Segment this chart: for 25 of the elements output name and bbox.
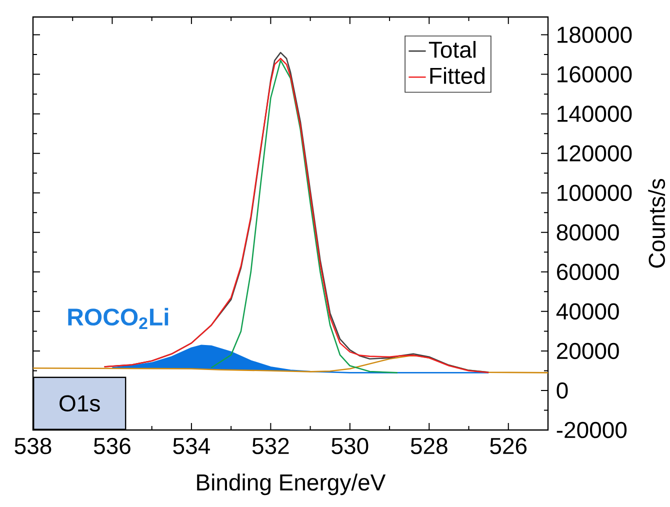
y-tick-label: 40000 — [556, 303, 619, 320]
legend-label: Fitted — [430, 67, 484, 84]
y-tick-label: 180000 — [558, 26, 632, 43]
legend-label: Total — [428, 40, 476, 58]
x-tick-label: 536 — [94, 438, 130, 454]
y-tick-label: 20000 — [557, 342, 619, 360]
x-tick-label: 534 — [173, 438, 210, 454]
x-tick-label: 532 — [252, 438, 289, 454]
x-tick-label: 528 — [410, 438, 448, 454]
line-series — [210, 60, 398, 374]
y-axis-title: Counts/s — [648, 178, 666, 268]
x-tick-label: 530 — [332, 438, 368, 454]
x-axis-title: Binding Energy/eV — [197, 474, 386, 496]
y-tick-label: 80000 — [556, 224, 619, 241]
annotation: O1s — [60, 395, 100, 412]
text: ROCO$_{2}$Li — [68, 308, 168, 330]
x-tick-label: 526 — [490, 438, 527, 454]
y-tick-label: 120000 — [558, 145, 632, 162]
y-tick-label: 140000 — [558, 106, 632, 122]
y-tick-label: 60000 — [557, 264, 619, 280]
y-tick-label: 160000 — [558, 66, 632, 82]
x-tick-label: 538 — [14, 438, 52, 454]
y-tick-label: 0 — [556, 382, 568, 399]
y-tick-label: -20000 — [556, 422, 627, 438]
y-tick-label: 100000 — [558, 184, 632, 202]
